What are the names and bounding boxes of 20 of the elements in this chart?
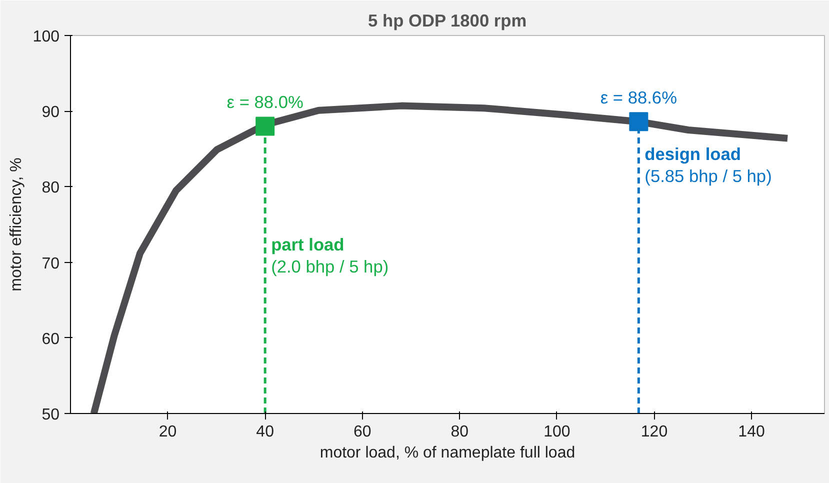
x-tick-label: 40 [256,424,274,440]
y-tick-label: 70 [42,255,60,272]
y-tick-label: 100 [32,28,60,46]
data-label: ε = 88.6% [600,88,677,108]
y-tick-label: 50 [42,406,60,424]
y-axis-title: motor efficiency, % [8,158,25,292]
ref-line-label: design load (5.85 bhp / 5 hp) [644,144,772,186]
x-tick-label: 100 [544,424,570,440]
x-tick-label: 80 [450,424,469,440]
y-tick-label: 90 [42,104,60,122]
y-tick-label: 80 [42,180,60,197]
y-tick-label: 60 [42,330,60,348]
ref-line-label: part load (2.0 bhp / 5 hp) [271,234,389,277]
x-axis-title: motor load, % of nameplate full load [320,444,576,462]
data-label: ε = 88.0% [226,92,304,112]
x-tick-label: 20 [158,424,177,440]
x-tick-label: 140 [738,424,765,440]
x-tick-label: 60 [353,424,372,440]
chart-title: 5 hp ODP 1800 rpm [368,10,527,30]
x-tick-label: 120 [640,424,668,440]
